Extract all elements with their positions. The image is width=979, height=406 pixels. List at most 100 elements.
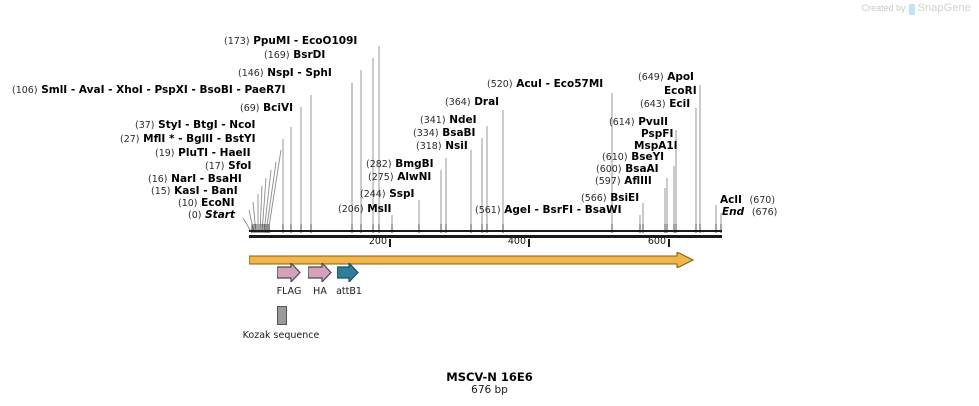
orf-arrow[interactable] (249, 252, 694, 268)
watermark-prefix: Created by (861, 3, 906, 13)
enzyme-label[interactable]: (169) BsrDI (264, 49, 326, 62)
enzyme-label[interactable]: (19) PluTI - HaeII (155, 147, 251, 160)
enzyme-label[interactable]: (244) SspI (360, 189, 414, 201)
enzyme-position: (37) (135, 120, 155, 131)
enzyme-label[interactable]: MspA1I (634, 141, 678, 152)
enzyme-position: (27) (120, 134, 140, 145)
enzyme-names: KasI - BanI (174, 185, 238, 197)
enzyme-names: AlwNI (397, 171, 432, 183)
enzyme-label[interactable]: (649) ApoI (638, 71, 694, 84)
enzyme-names: AflIII (624, 175, 652, 187)
ruler-tick-600 (668, 239, 670, 247)
enzyme-label[interactable]: (610) BseYI (602, 151, 665, 164)
enzyme-names: AcuI - Eco57MI (516, 78, 604, 90)
enzyme-names: DraI (474, 96, 500, 108)
enzyme-label[interactable]: (600) BsaAI (596, 164, 659, 176)
enzyme-label[interactable]: PspFI (641, 129, 673, 140)
flag-arrow-shape (277, 263, 301, 282)
enzyme-position: (614) (609, 117, 635, 128)
enzyme-label[interactable]: (341) NdeI (420, 114, 477, 127)
ruler-tick-400 (528, 239, 530, 247)
enzyme-position: (15) (151, 186, 171, 197)
enzyme-label[interactable]: (282) BmgBI (366, 158, 434, 171)
enzyme-label[interactable]: (520) AcuI - Eco57MI (487, 78, 604, 91)
enzyme-label-end[interactable]: End (676) (722, 206, 777, 219)
enzyme-names: NarI - BsaHI (171, 173, 242, 185)
enzyme-names: PpuMI - EcoO109I (253, 35, 358, 47)
enzyme-position: (334) (413, 128, 439, 139)
enzyme-label[interactable]: (643) EciI (640, 99, 690, 111)
enzyme-label[interactable]: (597) AflIII (595, 175, 652, 188)
enzyme-names: BsiEI (610, 192, 640, 204)
enzyme-position: (275) (368, 172, 394, 183)
enzyme-names: MspA1I (634, 140, 678, 152)
enzyme-names: MflI * - BglII - BstYI (143, 133, 256, 145)
enzyme-label[interactable]: AclI (670) (720, 195, 775, 207)
enzyme-label[interactable]: (15) KasI - BanI (151, 185, 238, 198)
enzyme-label[interactable]: (561) AgeI - BsrFI - BsaWI (475, 204, 622, 217)
enzyme-names: PluTI - HaeII (178, 147, 251, 159)
enzyme-label[interactable]: (206) MslI (338, 204, 391, 216)
enzyme-label[interactable]: (16) NarI - BsaHI (148, 173, 242, 186)
enzyme-label[interactable]: (106) SmlI - AvaI - XhoI - PspXI - BsoBI… (12, 85, 285, 97)
enzyme-position: (566) (581, 193, 607, 204)
enzyme-label[interactable]: (17) SfoI (205, 161, 251, 173)
enzyme-label[interactable]: (318) NsiI (416, 141, 468, 153)
enzyme-position: (206) (338, 204, 364, 215)
enzyme-label[interactable]: (614) PvuII (609, 117, 668, 129)
enzyme-position: (19) (155, 148, 175, 159)
watermark-brand: SnapGene (917, 2, 971, 14)
enzyme-label[interactable]: (334) BsaBI (413, 127, 476, 140)
enzyme-names: EcoNI (201, 197, 235, 209)
enzyme-label[interactable]: (146) NspI - SphI (238, 68, 332, 80)
enzyme-position: (169) (264, 50, 290, 61)
enzyme-names: BseYI (631, 151, 665, 163)
enzyme-names: BsrDI (293, 49, 326, 61)
enzyme-position: (106) (12, 85, 38, 96)
enzyme-label[interactable]: (10) EcoNI (178, 197, 235, 210)
enzyme-label[interactable]: (27) MflI * - BglII - BstYI (120, 133, 256, 146)
feature-arrow-flag[interactable] (277, 263, 301, 282)
enzyme-label[interactable]: (173) PpuMI - EcoO109I (224, 35, 358, 48)
feature-arrow-ha[interactable] (308, 263, 332, 282)
ruler-label-400: 400 (507, 236, 526, 247)
snapgene-logo-icon (908, 3, 915, 15)
enzyme-names: AgeI - BsrFI - BsaWI (504, 204, 622, 216)
enzyme-label[interactable]: (566) BsiEI (581, 192, 640, 205)
enzyme-position: (282) (366, 159, 392, 170)
enzyme-label[interactable]: (69) BciVI (240, 102, 294, 115)
enzyme-position: (17) (205, 161, 225, 172)
enzyme-names: ApoI (667, 71, 694, 83)
enzyme-position: (16) (148, 174, 168, 185)
snapgene-watermark: Created by SnapGene (861, 2, 971, 15)
enzyme-names: BmgBI (395, 158, 434, 170)
ruler-label-600: 600 (647, 236, 666, 247)
enzyme-label[interactable]: (364) DraI (445, 96, 500, 109)
enzyme-position: (561) (475, 205, 501, 216)
orf-arrow-shape (249, 252, 694, 268)
enzyme-names: BsaBI (442, 127, 476, 139)
enzyme-names: PspFI (641, 128, 674, 140)
ruler-tick-200 (389, 239, 391, 247)
enzyme-position: (643) (640, 99, 666, 110)
enzyme-position: (146) (238, 68, 264, 79)
enzyme-names: End (722, 206, 745, 218)
enzyme-names: BciVI (263, 102, 294, 114)
enzyme-position: (649) (638, 72, 664, 83)
enzyme-position: (244) (360, 189, 386, 200)
enzyme-label[interactable]: (37) StyI - BtgI - NcoI (135, 120, 255, 132)
enzyme-position: (318) (416, 141, 442, 152)
feature-label-kozak: Kozak sequence (242, 330, 320, 341)
feature-arrow-attb1[interactable] (337, 263, 359, 282)
feature-box-kozak[interactable] (277, 306, 287, 325)
enzyme-label-start[interactable]: (0) Start (188, 210, 235, 222)
enzyme-names: NdeI (449, 114, 477, 126)
enzyme-position: (520) (487, 79, 513, 90)
enzyme-label[interactable]: (275) AlwNI (368, 171, 432, 184)
sequence-backbone-top (249, 230, 722, 232)
enzyme-label[interactable]: EcoRI (664, 86, 697, 97)
ha-arrow-shape (308, 263, 332, 282)
feature-label-attb1: attB1 (336, 286, 362, 297)
